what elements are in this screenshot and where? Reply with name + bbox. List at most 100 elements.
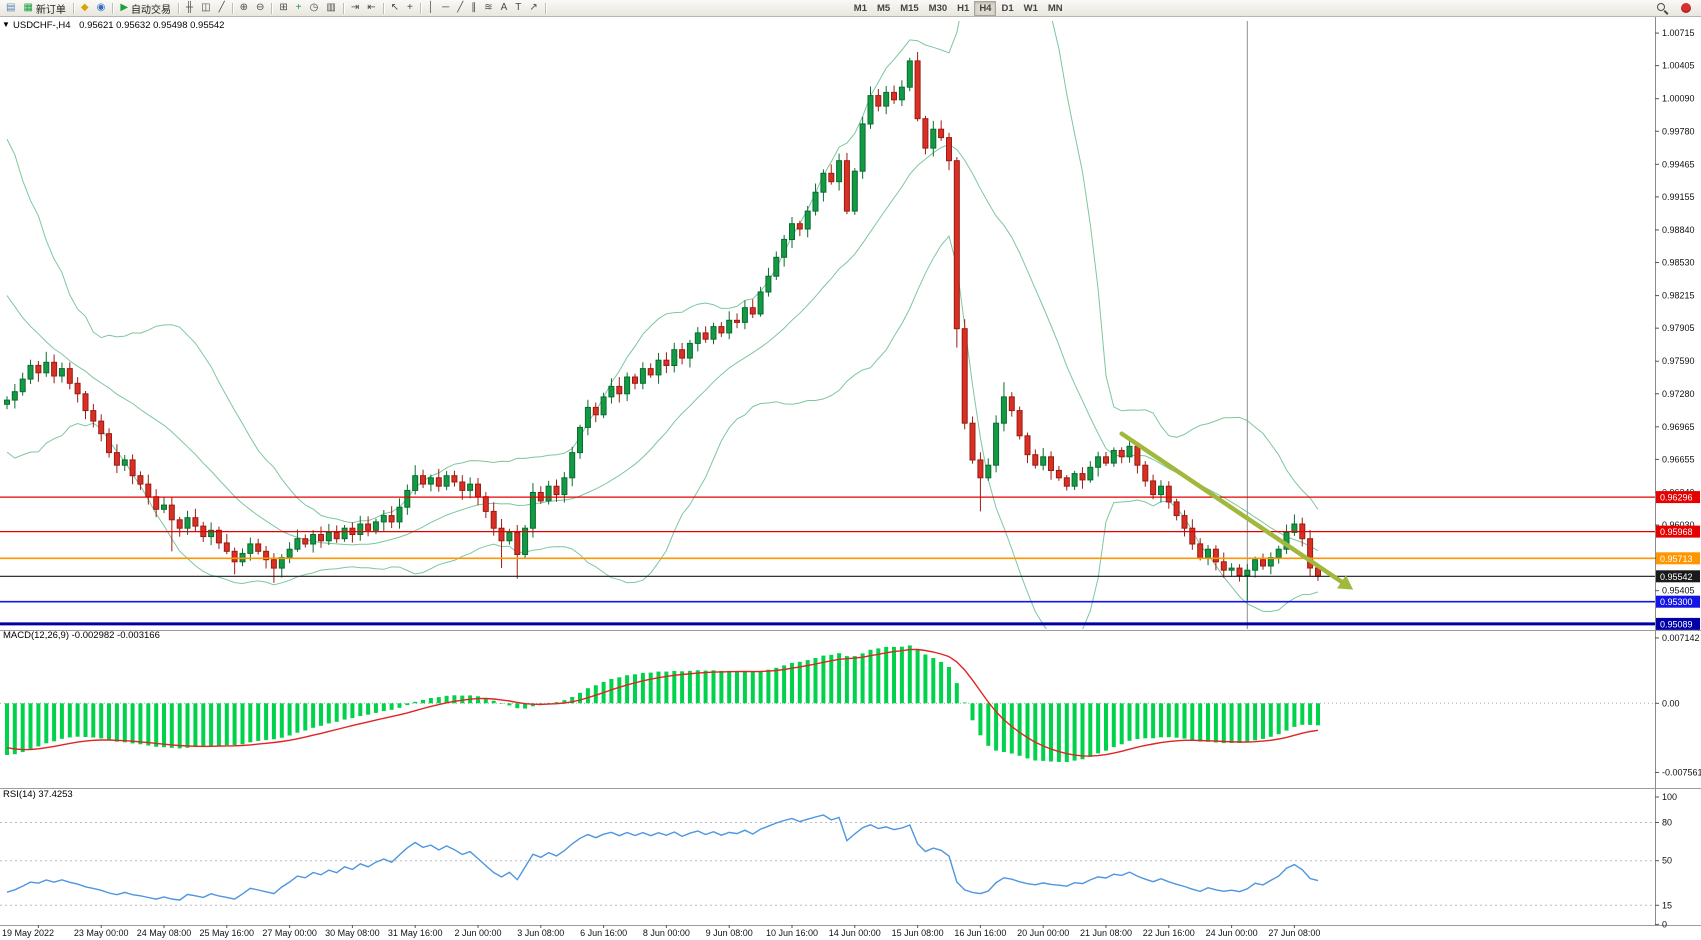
- arrows-button[interactable]: ↗: [525, 1, 541, 16]
- candle: [66, 368, 73, 384]
- timeframe-mn[interactable]: MN: [1043, 1, 1068, 16]
- tile-windows-button[interactable]: ⊞: [275, 1, 291, 16]
- candle: [946, 137, 952, 162]
- vertical-line-button[interactable]: │: [424, 1, 438, 16]
- macd-histogram-bar: [805, 660, 810, 704]
- price-axis-label: 1.00715: [1662, 28, 1695, 38]
- macd-histogram-bar: [1261, 703, 1265, 739]
- timeframe-h1[interactable]: H1: [952, 1, 974, 16]
- price-axis[interactable]: 1.00715 1.00405 1.00090 0.99780 0.99465 0.991…: [1655, 28, 1700, 630]
- timeframe-m5[interactable]: M5: [872, 1, 895, 16]
- macd-histogram-bar: [633, 674, 637, 704]
- label-button[interactable]: T: [511, 1, 525, 16]
- candle: [98, 420, 105, 435]
- toolbar-group: ⊞ + ◷ ▥: [275, 0, 339, 17]
- candle: [1197, 543, 1204, 559]
- macd-histogram-bar: [122, 703, 127, 743]
- candle: [1165, 485, 1172, 503]
- chart-shift-button[interactable]: ⇤: [363, 1, 379, 16]
- autoscroll-button[interactable]: ⇥: [347, 1, 363, 16]
- line-chart-button[interactable]: ╱: [215, 1, 229, 16]
- macd-histogram-bar: [326, 703, 331, 724]
- new-chart-button[interactable]: ▤: [2, 1, 19, 16]
- macd-histogram-bar: [962, 702, 967, 704]
- cursor-button[interactable]: ↖: [387, 1, 403, 16]
- candle: [710, 326, 717, 340]
- candle: [922, 118, 929, 149]
- macd-histogram-bar: [774, 667, 779, 704]
- macd-histogram-bar: [727, 670, 732, 704]
- new-order-button[interactable]: ▦ 新订单: [19, 1, 69, 16]
- time-axis-label: 20 Jun 00:00: [1017, 928, 1069, 938]
- fibonacci-icon: ≋: [484, 2, 493, 13]
- timeframe-w1[interactable]: W1: [1019, 1, 1043, 16]
- search-button[interactable]: [1653, 1, 1672, 16]
- macd-histogram-bar: [303, 703, 308, 731]
- candle: [137, 475, 144, 485]
- macd-histogram-bar: [939, 661, 944, 704]
- text-button[interactable]: A: [497, 1, 512, 16]
- bar-chart-button[interactable]: ╫: [182, 1, 197, 16]
- macd-histogram-bar: [1190, 703, 1195, 740]
- horizontal-line-button[interactable]: ─: [438, 1, 453, 16]
- candle: [624, 376, 631, 395]
- metaeditor-button[interactable]: ◆: [77, 1, 93, 16]
- timeframe-mn-label: MN: [1047, 2, 1063, 14]
- macd-histogram-bar: [114, 703, 119, 742]
- channel-button[interactable]: ∥: [467, 1, 480, 16]
- macd-histogram-bar: [1111, 703, 1116, 748]
- macd-pane[interactable]: [0, 645, 1655, 762]
- candle: [341, 527, 348, 540]
- timeframe-d1[interactable]: D1: [996, 1, 1018, 16]
- periods-button[interactable]: ◷: [306, 1, 323, 16]
- candle: [1063, 477, 1070, 487]
- indicators-button[interactable]: +: [292, 1, 306, 16]
- chart-canvas[interactable]: 1.00715 1.00405 1.00090 0.99780 0.99465 0.991…: [0, 17, 1701, 940]
- trend-arrow-line[interactable]: [1119, 431, 1344, 584]
- rsi-pane[interactable]: [0, 814, 1655, 906]
- rsi-axis-label: 0: [1662, 919, 1667, 929]
- candle: [781, 238, 788, 258]
- zoom-in-button[interactable]: ⊕: [236, 1, 252, 16]
- rsi-indicator-label: RSI(14) 37.4253: [3, 789, 73, 800]
- price-pane[interactable]: [4, 17, 1321, 642]
- candles-layer[interactable]: [4, 52, 1321, 601]
- line-chart-icon: ╱: [218, 2, 225, 13]
- price-axis-label: 0.96965: [1662, 422, 1695, 432]
- crosshair-button[interactable]: +: [403, 1, 417, 16]
- macd-histogram-bar: [593, 685, 598, 704]
- macd-histogram-bar: [334, 703, 339, 722]
- macd-histogram-bar: [1159, 703, 1163, 738]
- macd-histogram-bar: [107, 703, 111, 740]
- timeframe-h4-label: H4: [979, 2, 992, 14]
- macd-histogram-bar: [931, 658, 936, 704]
- candle: [1071, 473, 1078, 487]
- time-axis-label: 14 Jun 00:00: [829, 928, 881, 938]
- macd-histogram-bar: [829, 654, 834, 704]
- macd-histogram-bar: [12, 703, 17, 755]
- market-watch-button[interactable]: ◉: [93, 1, 110, 16]
- timeframe-m1[interactable]: M1: [849, 1, 872, 16]
- templates-button[interactable]: ▥: [322, 1, 339, 16]
- timeframe-m30[interactable]: M30: [924, 1, 952, 16]
- macd-axis-label: 0.007142: [1662, 633, 1700, 643]
- candlestick-chart-button[interactable]: ◫: [197, 1, 214, 16]
- candle: [1307, 538, 1314, 569]
- symbol-dropdown-icon[interactable]: ▼: [2, 20, 10, 29]
- candle: [310, 534, 317, 545]
- zoom-out-button[interactable]: ⊖: [252, 1, 268, 16]
- autotrading-button-label: 自动交易: [131, 4, 172, 16]
- candle: [467, 483, 474, 491]
- toolbar-separator: [342, 2, 344, 14]
- time-axis[interactable]: 19 May 2022 23 May 00:00 24 May 08:00 25 Ma…: [2, 925, 1320, 938]
- timeframe-m15[interactable]: M15: [895, 1, 923, 16]
- community-button[interactable]: [1677, 1, 1695, 16]
- fibonacci-button[interactable]: ≋: [480, 1, 496, 16]
- candle: [318, 534, 324, 542]
- macd-signal-line: [6, 648, 1319, 757]
- autotrading-button[interactable]: ▶ 自动交易: [116, 1, 175, 16]
- timeframe-h4[interactable]: H4: [974, 0, 997, 16]
- candle: [930, 128, 937, 149]
- candle: [561, 477, 568, 496]
- trendline-button[interactable]: ╱: [453, 1, 467, 16]
